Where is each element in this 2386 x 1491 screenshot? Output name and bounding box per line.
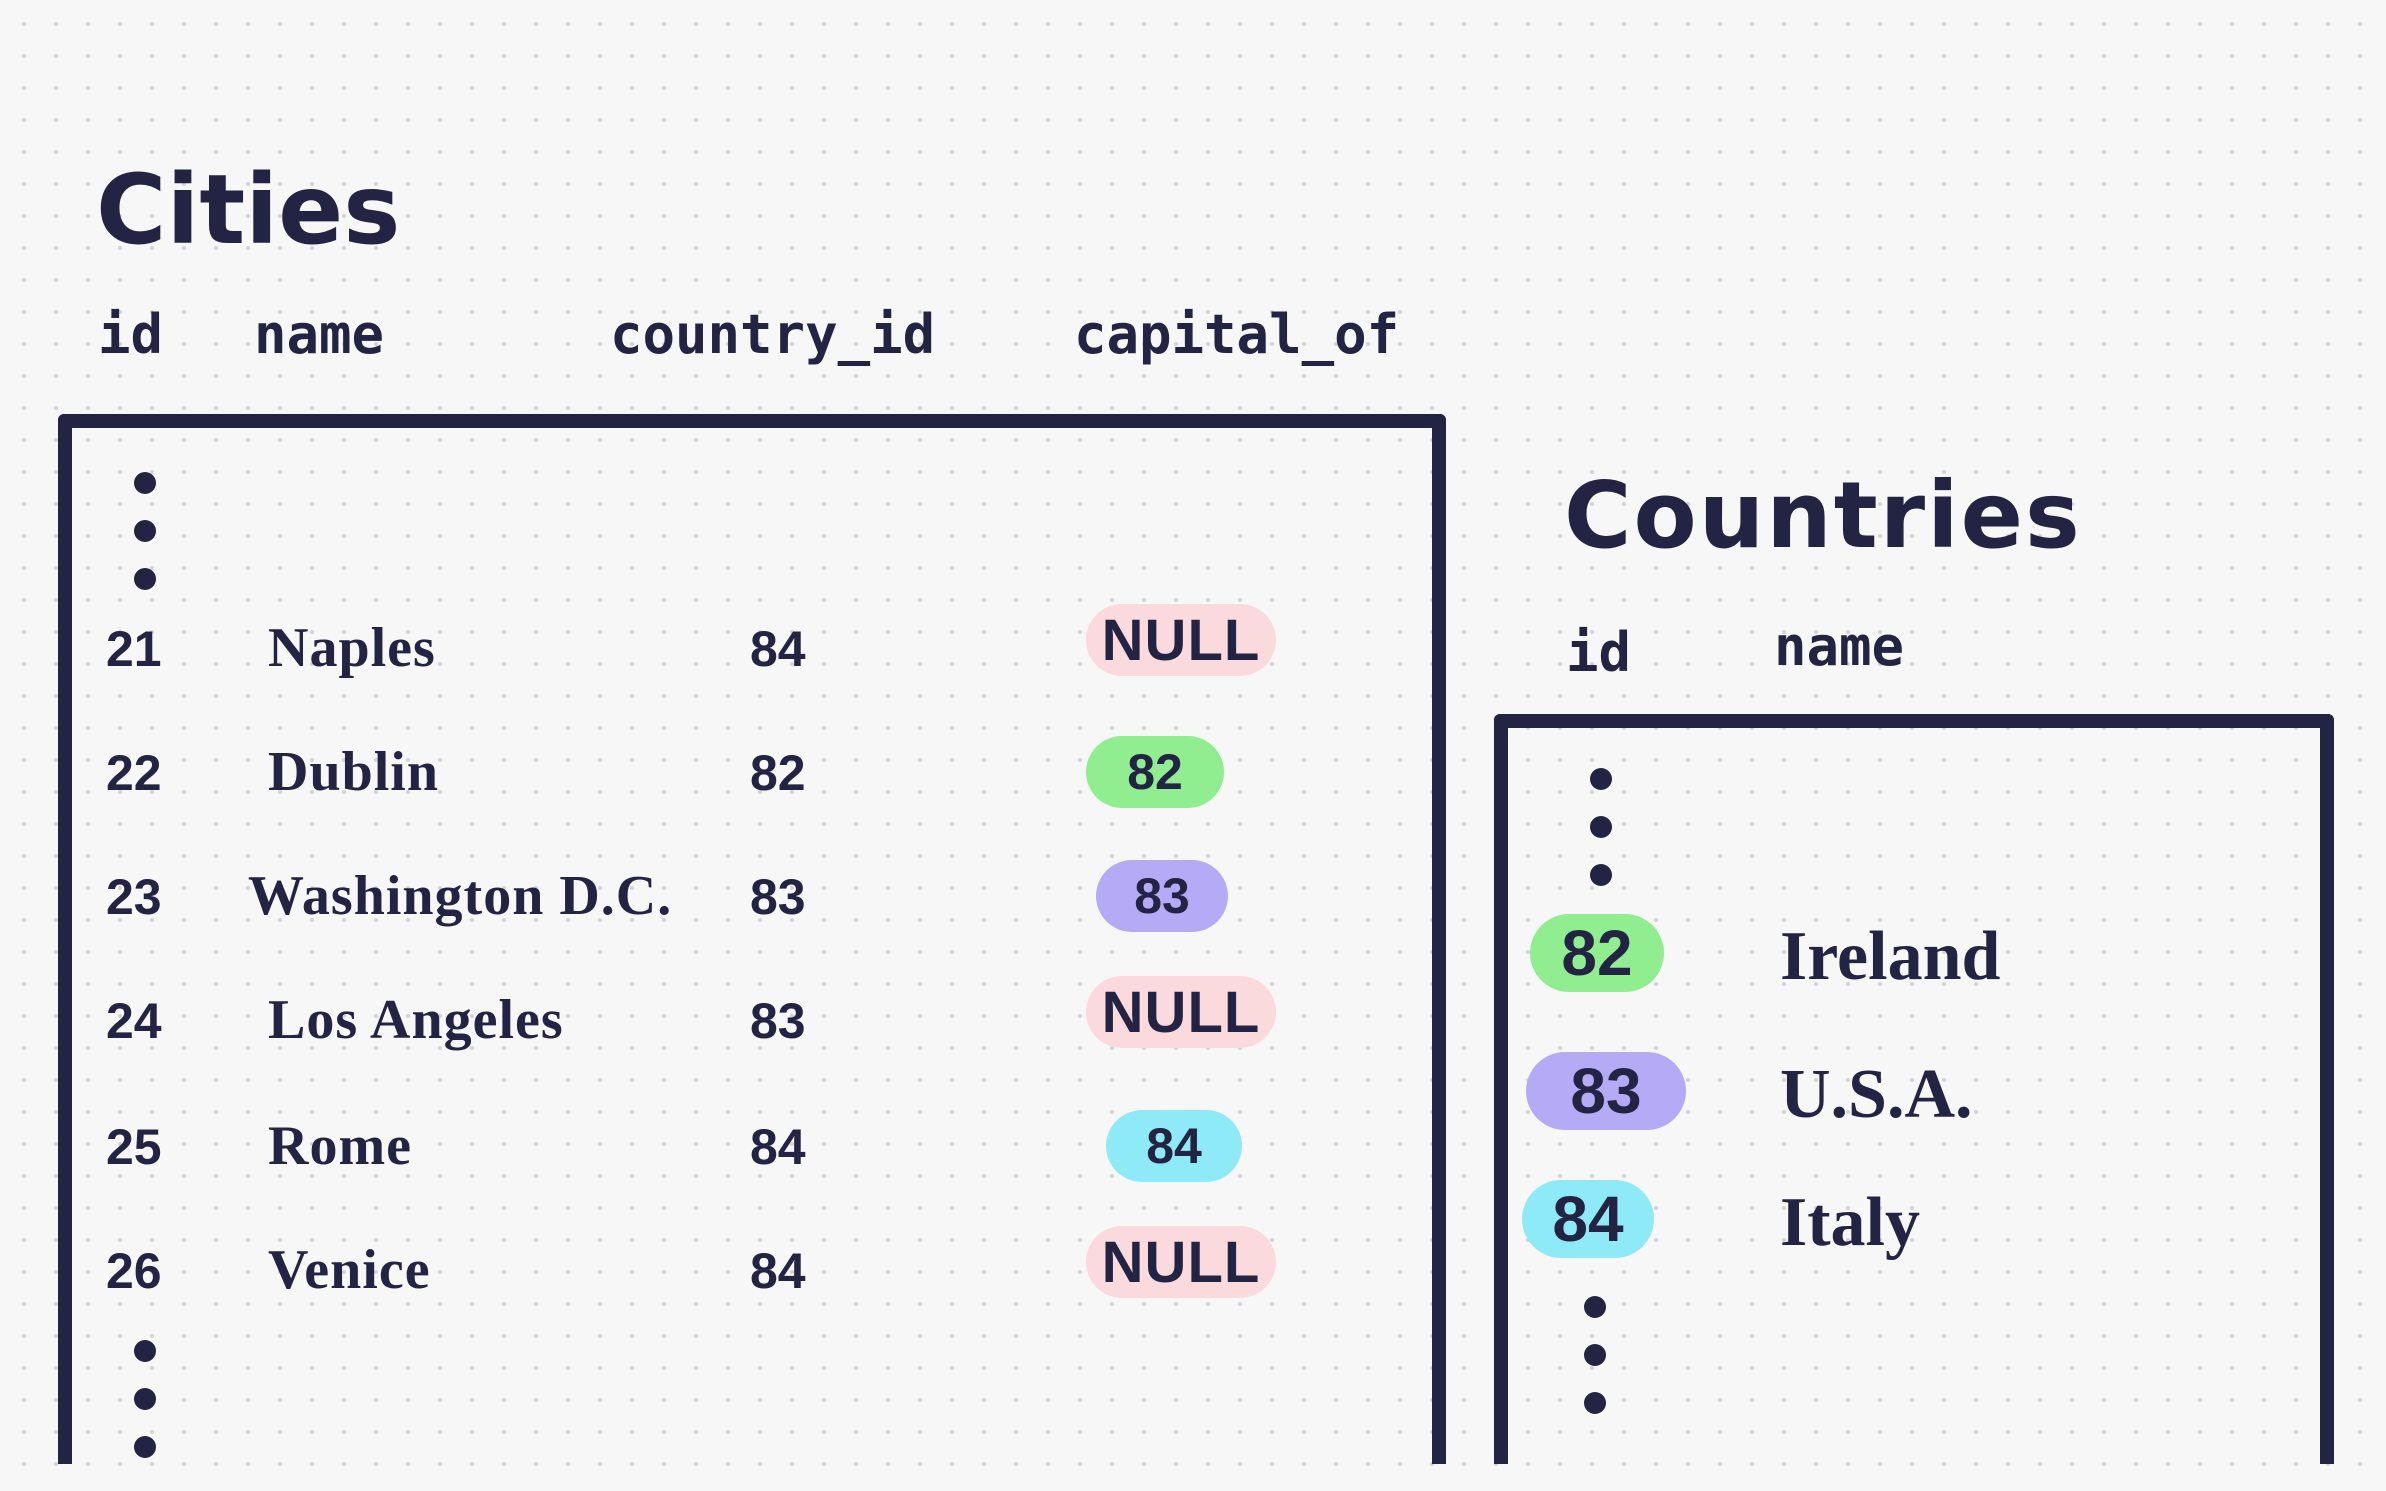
city-country-id: 83 xyxy=(750,993,806,1049)
countries-row: 83 U.S.A. xyxy=(1508,1052,2320,1140)
countries-header-name: name xyxy=(1774,615,1905,678)
country-name: U.S.A. xyxy=(1780,1056,1973,1133)
cities-row: 24 Los Angeles 83 NULL xyxy=(72,976,1432,1076)
city-country-id: 84 xyxy=(750,621,806,677)
city-id: 21 xyxy=(106,621,162,677)
cities-row: 21 Naples 84 NULL xyxy=(72,604,1432,704)
countries-ellipsis-top xyxy=(1590,768,1614,912)
countries-table-frame: 82 Ireland 83 U.S.A. 84 Italy xyxy=(1494,714,2334,1464)
country-id-badge: 82 xyxy=(1530,914,1664,992)
city-id: 23 xyxy=(106,869,162,925)
cities-title: Cities xyxy=(96,154,401,266)
capital-of-null-badge: NULL xyxy=(1086,604,1276,676)
city-name: Dublin xyxy=(268,741,439,803)
countries-header-id: id xyxy=(1566,621,1632,684)
cities-row: 26 Venice 84 NULL xyxy=(72,1226,1432,1326)
cities-header-capital-of: capital_of xyxy=(1074,303,1400,366)
capital-of-null-badge: NULL xyxy=(1086,1226,1276,1298)
cities-row: 22 Dublin 82 82 xyxy=(72,736,1432,828)
capital-of-null-badge: NULL xyxy=(1086,976,1276,1048)
country-name: Ireland xyxy=(1780,918,2001,995)
capital-of-badge: 82 xyxy=(1086,736,1224,808)
city-name: Washington D.C. xyxy=(248,865,673,927)
city-country-id: 84 xyxy=(750,1243,806,1299)
countries-row: 84 Italy xyxy=(1508,1180,2320,1268)
city-name: Naples xyxy=(268,617,436,679)
city-name: Rome xyxy=(268,1115,412,1177)
country-id-badge: 84 xyxy=(1522,1180,1654,1258)
countries-row: 82 Ireland xyxy=(1508,914,2320,1002)
cities-ellipsis-top xyxy=(134,472,158,616)
city-name: Venice xyxy=(268,1239,431,1301)
city-country-id: 83 xyxy=(750,869,806,925)
capital-of-badge: 83 xyxy=(1096,860,1228,932)
cities-row: 23 Washington D.C. 83 83 xyxy=(72,860,1432,952)
cities-table-frame: 21 Naples 84 NULL 22 Dublin 82 82 23 Washington D… xyxy=(58,414,1446,1464)
countries-title: Countries xyxy=(1564,462,2082,569)
country-name: Italy xyxy=(1780,1184,1920,1261)
cities-ellipsis-bottom xyxy=(134,1340,158,1484)
cities-row: 25 Rome 84 84 xyxy=(72,1110,1432,1202)
country-id-badge: 83 xyxy=(1526,1052,1686,1130)
city-country-id: 82 xyxy=(750,745,806,801)
city-country-id: 84 xyxy=(750,1119,806,1175)
cities-header-id: id xyxy=(98,303,164,366)
city-name: Los Angeles xyxy=(268,989,564,1051)
capital-of-badge: 84 xyxy=(1106,1110,1242,1182)
cities-header-country-id: country_id xyxy=(610,303,936,366)
city-id: 24 xyxy=(106,993,162,1049)
countries-ellipsis-bottom xyxy=(1584,1296,1608,1440)
city-id: 22 xyxy=(106,745,162,801)
city-id: 25 xyxy=(106,1119,162,1175)
city-id: 26 xyxy=(106,1243,162,1299)
cities-header-name: name xyxy=(254,303,385,366)
